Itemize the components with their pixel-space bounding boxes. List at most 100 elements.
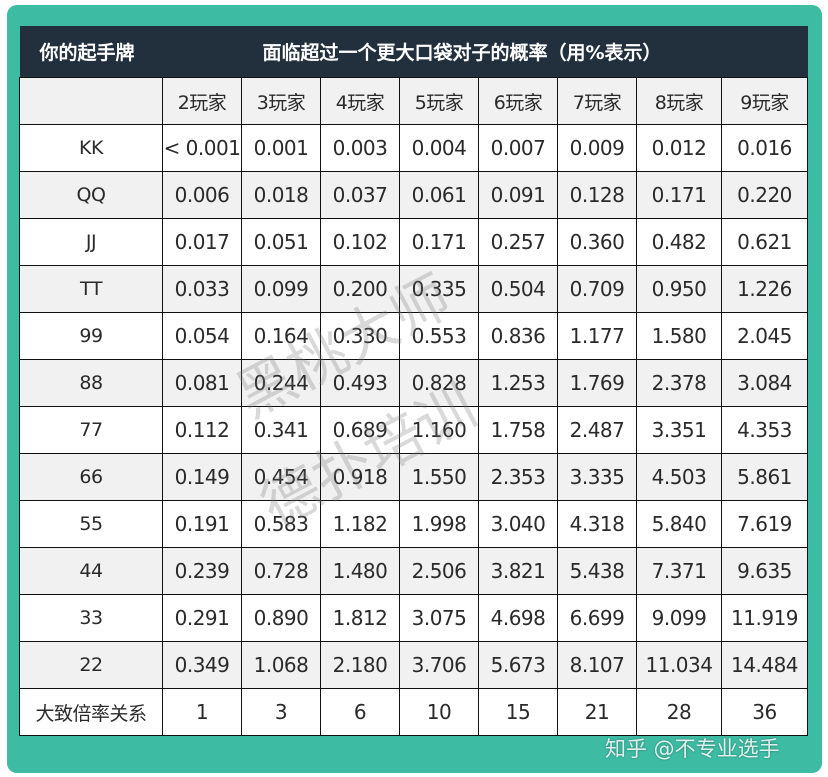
probability-cell: 9.099 bbox=[636, 594, 722, 642]
column-header-5-players: 5玩家 bbox=[399, 77, 479, 125]
probability-cell: 0.918 bbox=[320, 453, 400, 501]
table-row: 大致倍率关系 1 3 6 10 15 21 28 36 bbox=[19, 688, 809, 736]
probability-cell: 3.040 bbox=[478, 500, 558, 548]
probability-cell: 1.226 bbox=[720, 265, 809, 313]
probability-cell: 10 bbox=[399, 688, 479, 736]
probability-cell: 4.318 bbox=[557, 500, 637, 548]
probability-cell: 2.180 bbox=[320, 641, 400, 689]
probability-cell: 7.619 bbox=[720, 500, 809, 548]
probability-cell: 0.454 bbox=[241, 453, 321, 501]
probability-cell: 0.102 bbox=[320, 218, 400, 266]
hand-column-header: 你的起手牌 bbox=[19, 26, 163, 78]
probability-cell: 3.706 bbox=[399, 641, 479, 689]
probability-cell: 1.160 bbox=[399, 406, 479, 454]
probability-cell: 0.330 bbox=[320, 312, 400, 360]
probability-cell: 14.484 bbox=[720, 641, 809, 689]
probability-cell: 0.828 bbox=[399, 359, 479, 407]
hand-label: KK bbox=[19, 124, 163, 172]
probability-cell: 4.503 bbox=[636, 453, 722, 501]
probability-cell: 0.583 bbox=[241, 500, 321, 548]
probability-cell: 1.068 bbox=[241, 641, 321, 689]
probability-cell: 3.821 bbox=[478, 547, 558, 595]
table-row: QQ 0.006 0.018 0.037 0.061 0.091 0.128 0.171 0.2… bbox=[19, 171, 809, 219]
probability-cell: 2.378 bbox=[636, 359, 722, 407]
probability-table-container: 你的起手牌 面临超过一个更大口袋对子的概率（用%表示） 2玩家 3玩家 4玩家 … bbox=[19, 26, 809, 736]
probability-cell: 5.861 bbox=[720, 453, 809, 501]
probability-cell: 5.673 bbox=[478, 641, 558, 689]
probability-cell: 0.493 bbox=[320, 359, 400, 407]
hand-label: 22 bbox=[19, 641, 163, 689]
probability-cell: 2.045 bbox=[720, 312, 809, 360]
probability-cell: 0.149 bbox=[162, 453, 242, 501]
column-header-2-players: 2玩家 bbox=[162, 77, 242, 125]
probability-cell: 0.004 bbox=[399, 124, 479, 172]
probability-cell: 1.580 bbox=[636, 312, 722, 360]
hand-label: 44 bbox=[19, 547, 163, 595]
probability-cell: 36 bbox=[720, 688, 809, 736]
probability-cell: 0.017 bbox=[162, 218, 242, 266]
probability-cell: 0.003 bbox=[320, 124, 400, 172]
table-row: 44 0.239 0.728 1.480 2.506 3.821 5.438 7.371 9.6… bbox=[19, 547, 809, 595]
table-row: KK < 0.001 0.001 0.003 0.004 0.007 0.009 0.012 0… bbox=[19, 124, 809, 172]
probability-cell: 0.239 bbox=[162, 547, 242, 595]
table-row: 55 0.191 0.583 1.182 1.998 3.040 4.318 5.840 7.6… bbox=[19, 500, 809, 548]
probability-cell: 0.728 bbox=[241, 547, 321, 595]
probability-cell: 0.171 bbox=[399, 218, 479, 266]
column-header-3-players: 3玩家 bbox=[241, 77, 321, 125]
hand-label: 88 bbox=[19, 359, 163, 407]
probability-cell: 1 bbox=[162, 688, 242, 736]
table-title: 面临超过一个更大口袋对子的概率（用%表示） bbox=[162, 26, 808, 78]
table-row: JJ 0.017 0.051 0.102 0.171 0.257 0.360 0.482 0.6… bbox=[19, 218, 809, 266]
probability-cell: 0.061 bbox=[399, 171, 479, 219]
probability-cell: 3 bbox=[241, 688, 321, 736]
probability-cell: 0.081 bbox=[162, 359, 242, 407]
probability-cell: 0.220 bbox=[720, 171, 809, 219]
hand-label: 99 bbox=[19, 312, 163, 360]
probability-cell: 15 bbox=[478, 688, 558, 736]
probability-cell: 0.836 bbox=[478, 312, 558, 360]
probability-cell: 1.253 bbox=[478, 359, 558, 407]
hand-label: 66 bbox=[19, 453, 163, 501]
probability-cell: 0.037 bbox=[320, 171, 400, 219]
probability-cell: 1.812 bbox=[320, 594, 400, 642]
probability-cell: 1.550 bbox=[399, 453, 479, 501]
table-row: 22 0.349 1.068 2.180 3.706 5.673 8.107 11.034 14… bbox=[19, 641, 809, 689]
hand-label: QQ bbox=[19, 171, 163, 219]
probability-cell: 0.112 bbox=[162, 406, 242, 454]
probability-cell: 0.128 bbox=[557, 171, 637, 219]
hand-label: 33 bbox=[19, 594, 163, 642]
probability-cell: 0.164 bbox=[241, 312, 321, 360]
table-row: 77 0.112 0.341 0.689 1.160 1.758 2.487 3.351 4.3… bbox=[19, 406, 809, 454]
probability-cell: 0.890 bbox=[241, 594, 321, 642]
probability-cell: 7.371 bbox=[636, 547, 722, 595]
probability-cell: 0.709 bbox=[557, 265, 637, 313]
probability-cell: 0.950 bbox=[636, 265, 722, 313]
probability-cell: 0.621 bbox=[720, 218, 809, 266]
probability-cell: 0.335 bbox=[399, 265, 479, 313]
probability-cell: 0.009 bbox=[557, 124, 637, 172]
probability-cell: 0.018 bbox=[241, 171, 321, 219]
column-header-6-players: 6玩家 bbox=[478, 77, 558, 125]
probability-cell: 1.758 bbox=[478, 406, 558, 454]
probability-cell: 0.553 bbox=[399, 312, 479, 360]
probability-cell: 0.291 bbox=[162, 594, 242, 642]
probability-cell: 0.016 bbox=[720, 124, 809, 172]
column-header-blank bbox=[19, 77, 163, 125]
table-row: TT 0.033 0.099 0.200 0.335 0.504 0.709 0.950 1.2… bbox=[19, 265, 809, 313]
probability-cell: 0.504 bbox=[478, 265, 558, 313]
probability-cell: 0.200 bbox=[320, 265, 400, 313]
probability-cell: 2.487 bbox=[557, 406, 637, 454]
probability-cell: 4.353 bbox=[720, 406, 809, 454]
probability-cell: 1.480 bbox=[320, 547, 400, 595]
probability-cell: 3.351 bbox=[636, 406, 722, 454]
probability-cell: 1.182 bbox=[320, 500, 400, 548]
probability-cell: 2.353 bbox=[478, 453, 558, 501]
probability-cell: 28 bbox=[636, 688, 722, 736]
author-credit: 知乎 @不专业选手 bbox=[605, 737, 780, 761]
hand-label: JJ bbox=[19, 218, 163, 266]
probability-cell: < 0.001 bbox=[162, 124, 242, 172]
probability-cell: 0.341 bbox=[241, 406, 321, 454]
probability-cell: 11.919 bbox=[720, 594, 809, 642]
hand-label: 55 bbox=[19, 500, 163, 548]
probability-cell: 0.689 bbox=[320, 406, 400, 454]
